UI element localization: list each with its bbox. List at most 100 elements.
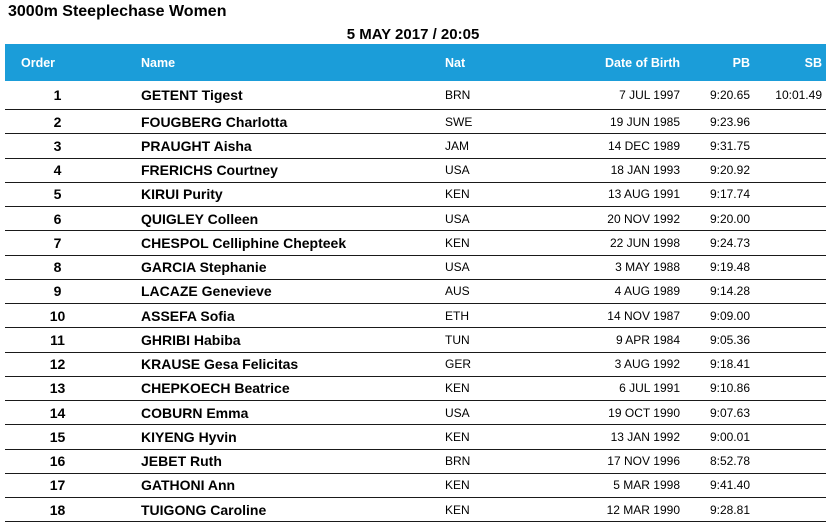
column-header-nat: Nat xyxy=(445,55,466,70)
page-title: 3000m Steeplechase Women xyxy=(8,3,227,20)
cell-date-of-birth: 17 NOV 1996 xyxy=(607,454,680,469)
cell-date-of-birth: 12 MAR 1990 xyxy=(606,502,680,517)
table-row: 15 KIYENG Hyvin KEN 13 JAN 1992 9:00.01 xyxy=(5,425,826,450)
cell-nat: TUN xyxy=(445,332,470,347)
cell-nat: USA xyxy=(445,211,470,226)
table-row: 9 LACAZE Genevieve AUS 4 AUG 1989 9:14.2… xyxy=(5,279,826,304)
cell-order: 17 xyxy=(49,477,66,494)
cell-name: KIYENG Hyvin xyxy=(141,428,237,445)
cell-nat: BRN xyxy=(445,88,471,102)
table-row: 6 QUIGLEY Colleen USA 20 NOV 1992 9:20.0… xyxy=(5,207,826,232)
cell-pb: 9:28.81 xyxy=(709,502,750,517)
cell-order: 8 xyxy=(53,259,62,276)
cell-order: 3 xyxy=(53,137,62,154)
cell-order: 5 xyxy=(53,186,62,203)
cell-order: 11 xyxy=(50,331,65,348)
cell-order: 6 xyxy=(53,210,62,227)
cell-name: CHESPOL Celliphine Chepteek xyxy=(141,234,347,251)
cell-pb: 9:10.86 xyxy=(709,381,750,396)
cell-date-of-birth: 19 JUN 1985 xyxy=(609,114,680,129)
table-row: 4 FRERICHS Courtney USA 18 JAN 1993 9:20… xyxy=(5,158,826,183)
cell-name: KIRUI Purity xyxy=(141,186,223,203)
cell-order: 10 xyxy=(49,307,66,324)
cell-date-of-birth: 13 JAN 1992 xyxy=(610,429,680,444)
cell-nat: AUS xyxy=(445,284,470,299)
table-row: 14 COBURN Emma USA 19 OCT 1990 9:07.63 xyxy=(5,401,826,426)
cell-sb: 10:01.49 xyxy=(775,88,822,102)
cell-order: 15 xyxy=(49,428,66,445)
column-header-sb: SB xyxy=(804,55,822,70)
cell-name: COBURN Emma xyxy=(141,404,249,421)
cell-order: 1 xyxy=(53,87,62,103)
table-row: 11 GHRIBI Habiba TUN 9 APR 1984 9:05.36 xyxy=(5,328,826,353)
cell-date-of-birth: 7 JUL 1997 xyxy=(619,88,680,102)
cell-pb: 9:24.73 xyxy=(709,235,750,250)
cell-date-of-birth: 4 AUG 1989 xyxy=(614,284,680,299)
cell-name: ASSEFA Sofia xyxy=(141,307,235,324)
cell-pb: 9:00.01 xyxy=(709,429,750,444)
cell-name: PRAUGHT Aisha xyxy=(141,137,252,154)
cell-date-of-birth: 6 JUL 1991 xyxy=(619,381,680,396)
cell-name: LACAZE Genevieve xyxy=(141,283,272,300)
cell-date-of-birth: 18 JAN 1993 xyxy=(610,163,680,178)
cell-date-of-birth: 20 NOV 1992 xyxy=(607,211,680,226)
cell-date-of-birth: 9 APR 1984 xyxy=(615,332,680,347)
cell-date-of-birth: 14 DEC 1989 xyxy=(607,138,680,153)
cell-name: FRERICHS Courtney xyxy=(141,162,278,179)
cell-nat: USA xyxy=(445,163,470,178)
cell-date-of-birth: 22 JUN 1998 xyxy=(609,235,680,250)
cell-order: 16 xyxy=(49,453,66,470)
cell-order: 7 xyxy=(53,234,62,251)
cell-pb: 8:52.78 xyxy=(709,454,750,469)
cell-pb: 9:05.36 xyxy=(709,332,750,347)
table-row: 7 CHESPOL Celliphine Chepteek KEN 22 JUN… xyxy=(5,231,826,256)
table-row: 1 GETENT Tigest BRN 7 JUL 1997 9:20.65 1… xyxy=(5,81,826,110)
cell-pb: 9:23.96 xyxy=(709,114,750,129)
cell-nat: KEN xyxy=(445,502,470,517)
cell-name: CHEPKOECH Beatrice xyxy=(141,380,290,397)
table-body: 1 GETENT Tigest BRN 7 JUL 1997 9:20.65 1… xyxy=(5,81,826,523)
cell-date-of-birth: 14 NOV 1987 xyxy=(607,308,680,323)
table-row: 12 KRAUSE Gesa Felicitas GER 3 AUG 1992 … xyxy=(5,352,826,377)
table-row: 8 GARCIA Stephanie USA 3 MAY 1988 9:19.4… xyxy=(5,255,826,280)
event-datetime: 5 MAY 2017 / 20:05 xyxy=(346,26,480,43)
cell-nat: GER xyxy=(445,357,472,372)
cell-nat: KEN xyxy=(445,478,470,493)
cell-name: JEBET Ruth xyxy=(141,453,222,470)
cell-name: GETENT Tigest xyxy=(141,87,243,103)
table-row: 16 JEBET Ruth BRN 17 NOV 1996 8:52.78 xyxy=(5,449,826,474)
cell-pb: 9:20.00 xyxy=(709,211,750,226)
column-header-name: Name xyxy=(141,55,176,70)
cell-pb: 9:07.63 xyxy=(709,405,750,420)
cell-pb: 9:18.41 xyxy=(709,357,750,372)
cell-order: 14 xyxy=(49,404,66,421)
cell-name: GATHONI Ann xyxy=(141,477,236,494)
cell-nat: ETH xyxy=(445,308,469,323)
table-row: 5 KIRUI Purity KEN 13 AUG 1991 9:17.74 xyxy=(5,182,826,207)
cell-order: 2 xyxy=(53,113,62,130)
cell-nat: KEN xyxy=(445,187,470,202)
cell-nat: JAM xyxy=(445,138,469,153)
cell-name: QUIGLEY Colleen xyxy=(141,210,259,227)
cell-nat: KEN xyxy=(445,381,470,396)
table-row: 3 PRAUGHT Aisha JAM 14 DEC 1989 9:31.75 xyxy=(5,134,826,159)
table-row: 2 FOUGBERG Charlotta SWE 19 JUN 1985 9:2… xyxy=(5,110,826,135)
cell-pb: 9:31.75 xyxy=(709,138,750,153)
cell-pb: 9:41.40 xyxy=(709,478,750,493)
column-header-date-of-birth: Date of Birth xyxy=(605,55,680,70)
cell-order: 12 xyxy=(49,356,66,373)
cell-order: 4 xyxy=(53,162,62,179)
table-row: 17 GATHONI Ann KEN 5 MAR 1998 9:41.40 xyxy=(5,473,826,498)
cell-date-of-birth: 13 AUG 1991 xyxy=(607,187,680,202)
startlist-table: Order Name Nat Date of Birth PB SB 1 GET… xyxy=(5,44,826,523)
cell-date-of-birth: 19 OCT 1990 xyxy=(608,405,680,420)
cell-pb: 9:09.00 xyxy=(709,308,750,323)
cell-order: 9 xyxy=(53,283,62,300)
cell-name: TUIGONG Caroline xyxy=(141,501,267,518)
cell-nat: KEN xyxy=(445,235,470,250)
cell-pb: 9:17.74 xyxy=(709,187,750,202)
cell-date-of-birth: 3 AUG 1992 xyxy=(614,357,680,372)
column-header-pb: PB xyxy=(732,55,750,70)
cell-nat: USA xyxy=(445,405,470,420)
cell-nat: SWE xyxy=(445,114,473,129)
